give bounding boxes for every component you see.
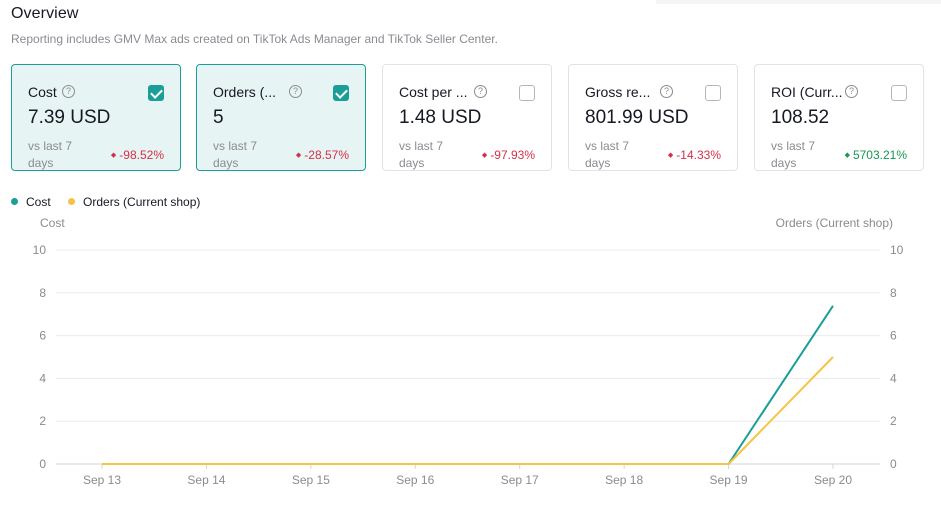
metric-label: Cost per ... <box>399 84 468 100</box>
metric-checkbox[interactable] <box>519 85 535 101</box>
chart-legend: Cost Orders (Current shop) <box>11 195 214 209</box>
x-tick-label: Sep 19 <box>710 473 748 487</box>
y-tick-label-right: 0 <box>890 457 897 471</box>
x-tick-label: Sep 20 <box>814 473 852 487</box>
y-tick-label-right: 2 <box>890 414 897 428</box>
help-icon[interactable]: ? <box>289 85 302 98</box>
metric-value: 1.48 USD <box>399 107 482 128</box>
x-tick-label: Sep 13 <box>83 473 121 487</box>
metric-change: ◆ 5703.21% <box>845 148 907 162</box>
metric-change: ◆ -28.57% <box>296 148 349 162</box>
y-axis-label-left: Cost <box>40 216 65 230</box>
x-tick-label: Sep 16 <box>396 473 434 487</box>
legend-item-cost[interactable]: Cost <box>11 195 51 209</box>
y-tick-label-left: 0 <box>39 457 46 471</box>
metric-value: 108.52 <box>771 107 830 128</box>
y-tick-label-left: 10 <box>33 243 47 257</box>
metric-change-value: -28.57% <box>304 148 349 162</box>
legend-dot-icon <box>68 198 76 205</box>
y-tick-label-left: 6 <box>39 329 46 343</box>
metric-compare-label: vs last 7 days <box>771 139 816 170</box>
metric-change-value: -98.52% <box>119 148 164 162</box>
metric-card-orders[interactable]: Orders (... ? 5 vs last 7 days ◆ -28.57% <box>196 64 366 171</box>
metric-change: ◆ -14.33% <box>668 148 721 162</box>
page-title: Overview <box>11 5 79 22</box>
help-icon[interactable]: ? <box>474 85 487 98</box>
metric-compare-label: vs last 7 days <box>213 139 258 170</box>
metric-compare-label: vs last 7 days <box>585 139 630 170</box>
x-tick-label: Sep 15 <box>292 473 330 487</box>
metric-checkbox[interactable] <box>148 85 164 101</box>
metric-value: 7.39 USD <box>28 107 111 128</box>
legend-label: Orders (Current shop) <box>83 195 201 209</box>
legend-label: Cost <box>26 195 51 209</box>
metric-checkbox[interactable] <box>891 85 907 101</box>
x-tick-label: Sep 18 <box>605 473 643 487</box>
arrow-down-icon: ◆ <box>295 152 302 159</box>
metric-card-gross-revenue[interactable]: Gross re... ? 801.99 USD vs last 7 days … <box>568 64 738 171</box>
arrow-down-icon: ◆ <box>110 152 117 159</box>
metric-change-value: 5703.21% <box>852 148 907 162</box>
y-tick-label-right: 6 <box>890 329 897 343</box>
metric-checkbox[interactable] <box>705 85 721 101</box>
help-icon[interactable]: ? <box>62 85 75 98</box>
y-axis-label-right: Orders (Current shop) <box>776 216 893 230</box>
y-tick-label-left: 8 <box>39 286 46 300</box>
metric-value: 5 <box>213 107 224 128</box>
legend-dot-icon <box>11 198 18 205</box>
metric-change-value: -97.93% <box>490 148 535 162</box>
metric-label: Cost <box>28 84 57 100</box>
metric-card-cost[interactable]: Cost ? 7.39 USD vs last 7 days ◆ -98.52% <box>11 64 181 171</box>
top-divider <box>656 0 941 4</box>
metric-card-cost-per-order[interactable]: Cost per ... ? 1.48 USD vs last 7 days ◆… <box>382 64 552 171</box>
page-subtitle: Reporting includes GMV Max ads created o… <box>11 32 498 46</box>
metric-change: ◆ -97.93% <box>482 148 535 162</box>
legend-item-orders[interactable]: Orders (Current shop) <box>68 195 200 209</box>
metric-compare-label: vs last 7 days <box>28 139 73 170</box>
y-tick-label-right: 8 <box>890 286 897 300</box>
series-line-cost <box>102 305 834 465</box>
help-icon[interactable]: ? <box>845 85 858 98</box>
metric-change-value: -14.33% <box>676 148 721 162</box>
x-tick-label: Sep 17 <box>501 473 539 487</box>
arrow-down-icon: ◆ <box>667 152 674 159</box>
help-icon[interactable]: ? <box>660 85 673 98</box>
metric-compare-label: vs last 7 days <box>399 139 444 170</box>
line-chart: Cost Orders (Current shop) 0 0 2 2 4 4 6 6 8 8 10 10 S… <box>33 216 904 487</box>
metric-label: Orders (... <box>213 84 277 100</box>
arrow-down-icon: ◆ <box>481 152 488 159</box>
x-tick-label: Sep 14 <box>187 473 225 487</box>
y-tick-label-right: 4 <box>890 371 897 385</box>
arrow-up-icon: ◆ <box>844 152 850 159</box>
metric-value: 801.99 USD <box>585 107 689 128</box>
metric-checkbox[interactable] <box>333 85 349 101</box>
series-line-orders <box>102 356 834 465</box>
metric-card-roi[interactable]: ROI (Curr... ? 108.52 vs last 7 days ◆ 57… <box>754 64 924 171</box>
y-tick-label-left: 2 <box>39 414 46 428</box>
metric-label: Gross re... <box>585 84 651 100</box>
metric-label: ROI (Curr... <box>771 84 843 100</box>
y-tick-label-right: 10 <box>890 243 904 257</box>
y-tick-label-left: 4 <box>39 371 46 385</box>
metric-change: ◆ -98.52% <box>111 148 164 162</box>
